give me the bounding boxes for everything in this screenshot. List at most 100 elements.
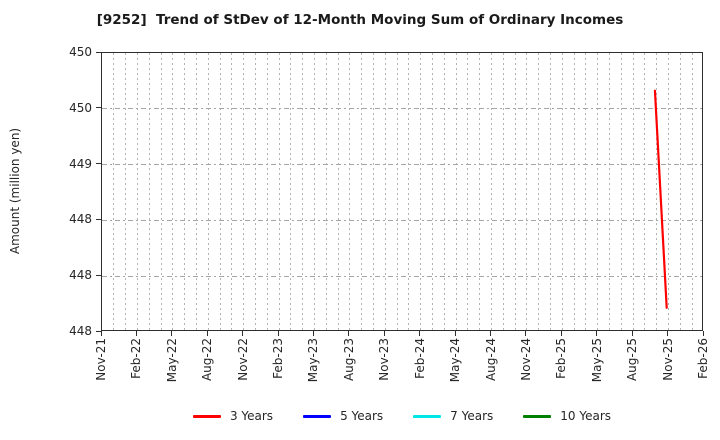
- vertical-gridline: [337, 53, 339, 330]
- x-tick-mark: [419, 331, 421, 336]
- x-tick-mark: [525, 331, 527, 336]
- vertical-gridline: [302, 53, 304, 330]
- x-tick-mark: [454, 331, 456, 336]
- vertical-gridline: [325, 53, 327, 330]
- vertical-gridline: [243, 53, 245, 330]
- x-tick-label: Nov-23: [377, 338, 392, 381]
- x-tick-mark: [702, 331, 704, 336]
- x-tick-label: May-25: [589, 338, 604, 383]
- x-tick-mark: [171, 331, 173, 336]
- chart-title: [9252] Trend of StDev of 12-Month Moving…: [96, 12, 624, 28]
- legend: 3 Years 5 Years 7 Years 10 Years: [101, 406, 703, 426]
- data-series-layer: [653, 89, 668, 309]
- y-tick-label: 448: [69, 212, 92, 227]
- legend-item: 5 Years: [303, 407, 383, 425]
- y-tick-label: 448: [69, 268, 92, 283]
- vertical-gridline: [502, 53, 504, 330]
- x-tick-mark: [206, 331, 208, 336]
- vertical-gridline: [361, 53, 363, 330]
- vertical-gridline: [573, 53, 575, 330]
- vertical-gridline: [632, 53, 634, 330]
- vertical-gridline: [384, 53, 386, 330]
- vertical-gridline: [113, 53, 115, 330]
- x-tick-mark: [490, 331, 492, 336]
- vertical-gridline: [443, 53, 445, 330]
- x-tick-label: Nov-24: [518, 338, 533, 381]
- x-tick-mark: [667, 331, 669, 336]
- legend-label: 3 Years: [229, 409, 274, 423]
- vertical-gridline: [172, 53, 174, 330]
- x-tick-mark: [560, 331, 562, 336]
- y-tick-mark: [96, 163, 101, 165]
- vertical-gridline: [561, 53, 563, 330]
- vertical-gridline: [620, 53, 622, 330]
- legend-item: 7 Years: [413, 407, 493, 425]
- legend-label: 7 Years: [450, 409, 494, 423]
- y-tick-mark: [96, 107, 101, 109]
- vertical-gridline: [526, 53, 528, 330]
- x-tick-mark: [242, 331, 244, 336]
- x-tick-mark: [596, 331, 598, 336]
- vertical-gridline: [514, 53, 516, 330]
- vertical-gridline: [585, 53, 587, 330]
- y-tick-label: 450: [69, 100, 92, 115]
- legend-swatch: [523, 414, 552, 418]
- x-tick-mark: [100, 331, 102, 336]
- vertical-gridline: [467, 53, 469, 330]
- vertical-gridline: [396, 53, 398, 330]
- horizontal-gridline: [102, 164, 702, 166]
- legend-item: 10 Years: [523, 407, 611, 425]
- vertical-gridline: [550, 53, 552, 330]
- vertical-gridline: [432, 53, 433, 330]
- y-tick-mark: [96, 330, 101, 332]
- y-tick-mark: [96, 274, 101, 276]
- x-tick-label: Nov-25: [660, 338, 675, 381]
- legend-label: 5 Years: [340, 409, 384, 423]
- vertical-gridline: [420, 53, 422, 330]
- horizontal-gridline: [102, 108, 702, 110]
- vertical-gridline: [656, 53, 658, 330]
- vertical-gridline: [231, 53, 233, 330]
- x-tick-label: Aug-22: [200, 338, 215, 382]
- y-axis-label: Amount (million yen): [8, 127, 22, 255]
- vertical-gridline: [207, 53, 209, 330]
- y-tick-mark: [96, 218, 101, 220]
- series-line-3-years: [653, 89, 668, 309]
- vertical-gridline: [148, 53, 150, 330]
- x-tick-mark: [312, 331, 314, 336]
- legend-swatch: [303, 414, 332, 418]
- legend-swatch: [413, 414, 442, 418]
- x-tick-mark: [277, 331, 279, 336]
- x-tick-label: Feb-26: [696, 338, 710, 379]
- vertical-gridline: [160, 53, 162, 330]
- vertical-gridline: [313, 53, 315, 330]
- x-tick-mark: [631, 331, 633, 336]
- vertical-gridline: [266, 53, 268, 330]
- vertical-gridline: [372, 53, 374, 330]
- vertical-gridline: [538, 53, 540, 330]
- x-tick-label: Aug-24: [483, 338, 498, 382]
- y-tick-label: 449: [69, 156, 92, 171]
- x-tick-label: May-24: [448, 338, 463, 383]
- y-tick-label: 448: [69, 324, 92, 338]
- vertical-gridline: [219, 53, 221, 330]
- vertical-gridline: [136, 53, 138, 330]
- vertical-gridline: [679, 53, 681, 330]
- plot-area: [101, 52, 703, 331]
- vertical-gridline: [644, 53, 646, 330]
- vertical-gridline: [455, 53, 457, 330]
- legend-swatch: [192, 414, 221, 418]
- vertical-gridline: [408, 53, 410, 330]
- y-tick-label: 450: [69, 45, 92, 59]
- x-tick-mark: [135, 331, 137, 336]
- vertical-gridline: [278, 53, 280, 330]
- x-tick-label: May-23: [306, 338, 321, 383]
- horizontal-gridline: [102, 275, 702, 277]
- x-tick-label: Nov-21: [94, 338, 108, 381]
- x-tick-mark: [383, 331, 385, 336]
- vertical-gridline: [184, 53, 186, 330]
- x-tick-label: Aug-23: [341, 338, 356, 382]
- vertical-gridline: [349, 53, 351, 330]
- vertical-gridline: [668, 53, 670, 330]
- vertical-gridline: [125, 53, 127, 330]
